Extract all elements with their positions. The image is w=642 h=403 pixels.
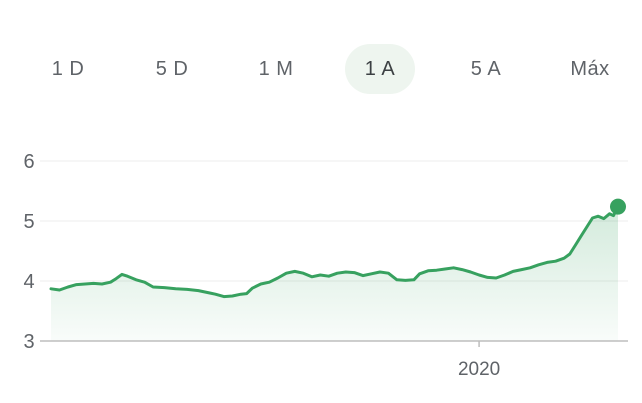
y-tick-label: 6 bbox=[23, 151, 34, 173]
tab-1-month[interactable]: 1 M bbox=[258, 58, 294, 80]
tab-5-days[interactable]: 5 D bbox=[155, 58, 189, 80]
price-area-fill bbox=[51, 206, 618, 341]
y-tick-label: 4 bbox=[23, 271, 34, 293]
y-axis: 3 4 5 6 bbox=[23, 151, 34, 353]
price-line[interactable] bbox=[49, 205, 620, 299]
x-axis: 2020 bbox=[458, 341, 500, 380]
y-tick-label: 3 bbox=[23, 331, 34, 353]
tab-max[interactable]: Máx bbox=[570, 58, 610, 80]
current-price-marker[interactable] bbox=[610, 198, 626, 215]
y-tick-label: 5 bbox=[23, 211, 34, 233]
x-tick-label: 2020 bbox=[458, 359, 500, 380]
tab-5-years[interactable]: 5 A bbox=[470, 58, 502, 80]
time-range-tabs: 1 D 5 D 1 M 1 A 5 A Máx bbox=[0, 44, 642, 94]
tab-1-year[interactable]: 1 A bbox=[345, 44, 415, 94]
tab-1-day[interactable]: 1 D bbox=[51, 58, 85, 80]
